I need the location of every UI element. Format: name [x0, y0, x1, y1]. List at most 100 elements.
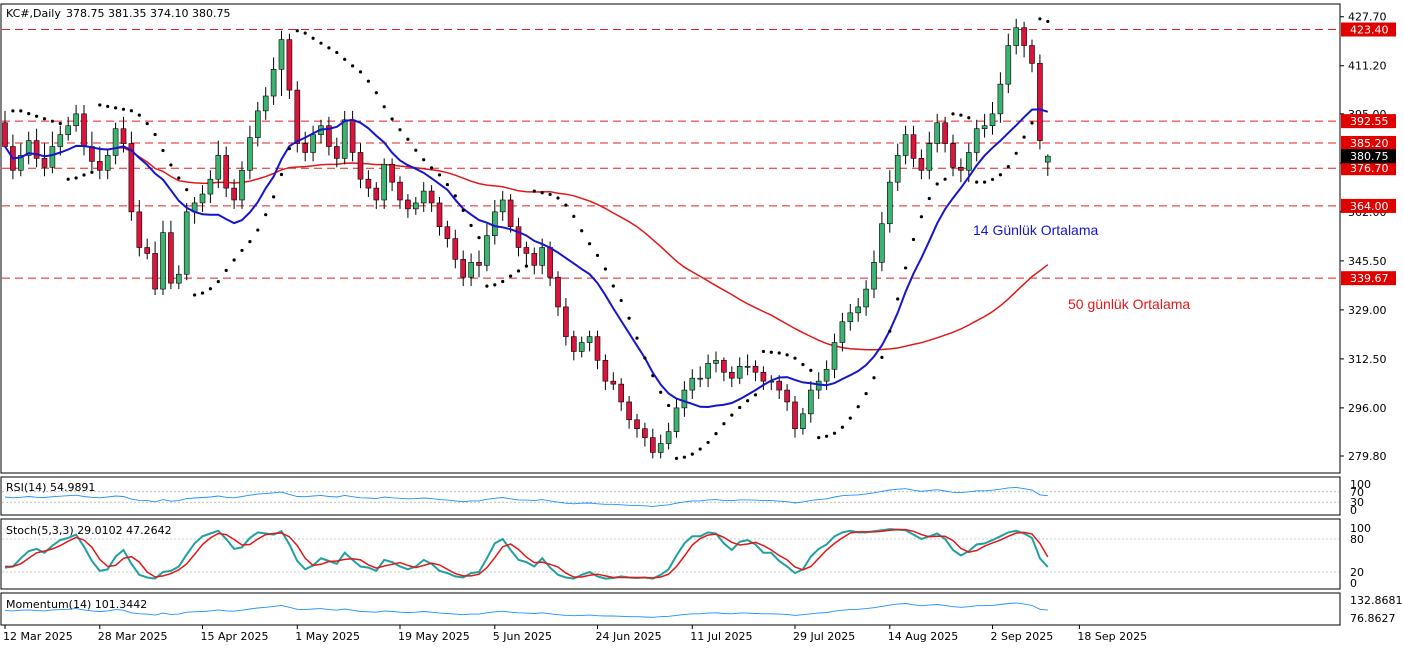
candle-body: [997, 83, 1004, 115]
sar-dot: [927, 196, 931, 201]
candle-body: [681, 389, 688, 409]
sar-dot: [1006, 164, 1010, 169]
candle-body: [468, 262, 474, 278]
price-tick-label: 279.80: [1348, 450, 1387, 463]
sar-dot: [659, 390, 663, 394]
sar-dot: [848, 416, 852, 420]
indicator-tick-label: 80: [1350, 533, 1364, 546]
candle-body: [333, 146, 340, 159]
sar-dot: [872, 376, 876, 380]
candle-body: [697, 377, 704, 380]
price-tick-label: 296.00: [1348, 402, 1387, 415]
sar-dot: [422, 158, 426, 162]
level-label-text: 385.20: [1350, 137, 1389, 150]
candle-body: [255, 110, 261, 138]
sar-dot: [374, 91, 378, 95]
candle-body: [144, 247, 150, 254]
candle-body: [128, 143, 135, 213]
candle-body: [183, 211, 190, 275]
level-label-box: [1341, 114, 1396, 129]
candle-body: [752, 366, 759, 373]
candle-body: [602, 360, 609, 382]
indicator-tick-label: 100: [1350, 478, 1371, 491]
candle-body: [341, 119, 348, 159]
sar-dot: [114, 106, 118, 110]
sar-dot: [1030, 121, 1034, 125]
sar-dot: [714, 432, 718, 436]
momentum-polyline: [4, 602, 1048, 618]
candle-body: [563, 306, 569, 337]
ma14-polyline: [4, 108, 1049, 409]
sar-dot: [42, 117, 47, 121]
level-label-box: [1341, 271, 1396, 286]
candle-body: [776, 380, 783, 391]
time-axis: 12 Mar 2025 28 Mar 2025 15 Apr 2025 1 May 2…: [3, 625, 1147, 643]
candle-body: [365, 178, 372, 189]
candle-body: [555, 276, 561, 308]
candle-body: [81, 113, 87, 147]
candle-body: [428, 190, 435, 204]
level-label-box: [1341, 161, 1396, 176]
sar-dot: [516, 269, 521, 273]
candle-body: [910, 134, 917, 159]
sar-dot: [975, 180, 979, 184]
sar-dot: [746, 399, 750, 403]
candle-body: [618, 383, 625, 403]
candle-body: [168, 232, 174, 284]
candle-body: [310, 134, 316, 153]
sar-dot: [351, 64, 355, 68]
candle-body: [326, 125, 332, 147]
candle-body: [357, 152, 364, 180]
level-label-box: [1341, 135, 1396, 150]
candle-body: [523, 247, 530, 254]
symbol-label: KC#,Daily: [6, 7, 61, 20]
candle-body: [744, 366, 751, 368]
stoch-label: Stoch(5,3,3) 29.0102 47.2642: [6, 524, 172, 537]
sar-dot: [864, 392, 868, 396]
candle-body: [713, 360, 719, 364]
candle-body: [760, 371, 767, 382]
sar-dot: [193, 293, 197, 297]
sar-dot: [169, 163, 173, 167]
candle-body: [673, 407, 680, 432]
sar-dot: [311, 36, 315, 40]
price-tick-label: 329.00: [1348, 304, 1387, 317]
time-tick-label: 2 Sep 2025: [991, 630, 1054, 643]
candle-body: [2, 122, 8, 147]
candle-body: [25, 140, 32, 156]
sar-dot: [793, 356, 797, 360]
level-label-text: 364.00: [1350, 200, 1389, 213]
sar-dot: [453, 194, 457, 198]
candle-body: [973, 128, 980, 153]
price-axis: 427.70411.20395.00378.40362.00345.50329.…: [1340, 11, 1387, 463]
sar-dot: [295, 29, 299, 33]
candle-body: [578, 342, 585, 352]
candle-body: [649, 437, 656, 453]
candle-body: [73, 113, 79, 127]
sar-dot: [619, 298, 623, 303]
candle-body: [270, 68, 277, 97]
candle-body: [547, 247, 553, 278]
candle-body: [594, 336, 601, 361]
time-tick-label: 15 Apr 2025: [201, 630, 269, 643]
candle-body: [942, 122, 948, 144]
candle-body: [452, 238, 459, 260]
level-label-text: 339.67: [1350, 272, 1389, 285]
sar-dot: [967, 116, 971, 120]
candle-body: [104, 155, 111, 171]
candle-body: [397, 181, 403, 201]
candle-body: [1045, 155, 1051, 163]
candle-body: [476, 262, 482, 266]
sar-dot: [896, 297, 900, 301]
sar-dot: [588, 242, 592, 246]
candle-body: [610, 380, 617, 385]
sar-dot: [287, 147, 291, 151]
candle-body: [586, 336, 593, 343]
sar-dot: [722, 422, 726, 426]
parabolic-sar: [11, 17, 1050, 460]
sar-dot: [595, 253, 600, 257]
sar-dot: [430, 166, 434, 170]
candle-body: [689, 377, 696, 391]
candle-body: [800, 413, 806, 429]
rsi-polyline: [4, 486, 1048, 507]
